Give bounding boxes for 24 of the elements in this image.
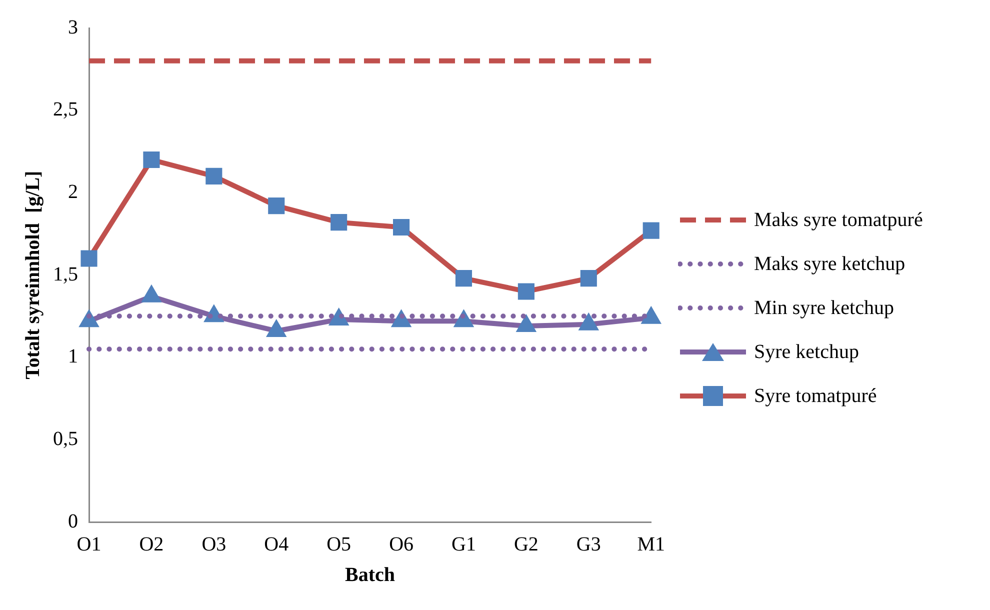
x-tick-label: G2 <box>514 533 538 556</box>
legend-label: Maks syre tomatpuré <box>754 208 923 232</box>
y-tick-label: 3 <box>68 16 78 38</box>
x-tick-label: O6 <box>389 533 414 556</box>
x-tick-label: G3 <box>576 533 601 556</box>
y-axis-title: Totalt syreinnhold [g/L] <box>22 170 44 380</box>
x-tick-label: O1 <box>76 533 102 556</box>
x-tick-label: G1 <box>452 533 476 556</box>
legend-label: Maks syre ketchup <box>754 252 906 276</box>
x-tick-label: M1 <box>637 533 666 556</box>
x-tick-label: O3 <box>202 533 226 556</box>
x-tick-label: O2 <box>139 533 164 556</box>
x-tick-label: O4 <box>264 533 289 556</box>
y-tick-label: 1,5 <box>53 263 78 286</box>
y-tick-label: 0,5 <box>53 428 78 450</box>
legend-label: Syre ketchup <box>754 340 859 364</box>
y-tick-label: 0 <box>68 510 78 532</box>
y-tick-label: 2 <box>68 180 78 203</box>
y-tick-label: 1 <box>68 346 78 368</box>
x-axis-title: Batch <box>345 564 396 586</box>
x-tick-label: O5 <box>326 533 352 556</box>
legend-label: Min syre ketchup <box>754 296 894 320</box>
y-tick-label: 2,5 <box>53 98 78 121</box>
legend-label: Syre tomatpuré <box>754 384 877 408</box>
